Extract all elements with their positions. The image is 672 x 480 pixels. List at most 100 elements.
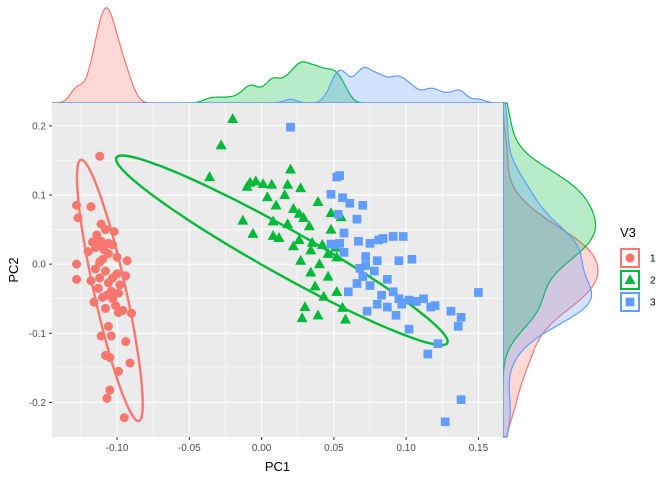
point-series-1 (72, 200, 82, 210)
point-series-1 (113, 307, 124, 318)
point-series-3 (388, 232, 398, 241)
point-series-1 (72, 259, 82, 269)
point-series-1 (73, 213, 83, 223)
point-series-2 (237, 214, 249, 225)
point-series-2 (293, 234, 305, 245)
point-series-1 (100, 266, 111, 276)
point-series-2 (299, 301, 311, 312)
point-series-2 (296, 312, 308, 323)
point-series-1 (126, 308, 137, 318)
point-series-3 (354, 236, 363, 246)
point-series-1 (90, 242, 100, 253)
point-series-3 (433, 339, 443, 348)
point-series-3 (335, 171, 344, 180)
x-tick-label: 0.10 (396, 443, 416, 454)
legend-label: 1 (650, 254, 656, 265)
point-series-1 (103, 249, 113, 259)
point-series-1 (98, 292, 108, 302)
point-series-3 (372, 299, 382, 309)
legend-label: 2 (650, 276, 656, 287)
point-series-3 (398, 232, 408, 241)
point-series-1 (93, 283, 103, 293)
point-series-2 (331, 285, 343, 296)
point-series-2 (295, 182, 307, 193)
legend-key-2 (624, 274, 636, 285)
point-series-2 (287, 202, 299, 213)
point-series-1 (103, 278, 113, 288)
point-series-3 (286, 122, 295, 132)
point-series-1 (113, 366, 124, 376)
point-series-2 (282, 218, 294, 229)
point-series-3 (377, 290, 386, 300)
point-series-2 (339, 313, 351, 324)
point-series-2 (250, 175, 262, 186)
point-series-1 (86, 276, 96, 286)
point-series-1 (95, 151, 105, 161)
point-series-1 (92, 230, 102, 240)
point-series-3 (326, 189, 336, 199)
point-series-1 (95, 273, 105, 283)
point-series-1 (102, 393, 112, 403)
point-series-2 (305, 244, 317, 255)
point-series-1 (112, 252, 122, 262)
x-tick-label: 0.00 (252, 443, 272, 454)
point-series-3 (361, 252, 371, 261)
point-series-2 (204, 171, 216, 182)
point-series-3 (365, 281, 375, 290)
point-series-2 (337, 301, 349, 312)
point-series-1 (122, 256, 132, 266)
point-series-1 (125, 358, 135, 368)
point-series-2 (312, 309, 324, 320)
point-series-3 (355, 263, 365, 273)
point-series-1 (100, 303, 111, 313)
point-series-2 (325, 223, 337, 234)
point-series-1 (89, 297, 99, 307)
x-tick-label: -0.05 (178, 443, 201, 454)
point-series-3 (419, 294, 428, 304)
legend-label: 3 (650, 298, 656, 309)
legend-title: V3 (620, 225, 636, 240)
legend-key-1 (625, 253, 635, 263)
point-series-1 (86, 202, 96, 212)
point-series-1 (105, 352, 115, 363)
point-series-3 (338, 193, 347, 203)
y-axis-title: PC2 (6, 257, 21, 282)
point-series-1 (83, 247, 93, 257)
x-tick-label: 0.15 (469, 443, 489, 454)
point-series-1 (95, 257, 105, 267)
point-series-2 (247, 227, 259, 238)
point-series-3 (345, 198, 355, 208)
point-series-1 (113, 288, 124, 298)
point-series-3 (404, 295, 414, 305)
right-density-series-1 (502, 102, 599, 438)
point-series-1 (90, 264, 100, 274)
point-series-2 (273, 231, 285, 242)
point-series-1 (105, 385, 115, 395)
right-density-series-3 (502, 102, 593, 438)
point-series-3 (333, 209, 343, 219)
point-series-3 (430, 301, 440, 310)
point-series-1 (72, 274, 82, 284)
point-series-3 (326, 239, 336, 249)
point-series-3 (339, 228, 349, 238)
point-series-3 (456, 395, 466, 404)
top-marginal-density (52, 7, 503, 104)
point-series-2 (215, 139, 227, 150)
point-series-2 (227, 113, 239, 124)
point-series-2 (313, 258, 325, 269)
point-series-1 (103, 321, 113, 331)
point-series-3 (456, 313, 466, 322)
point-series-2 (331, 251, 343, 262)
point-series-2 (287, 240, 299, 251)
point-series-2 (318, 290, 330, 301)
point-series-2 (305, 266, 317, 277)
point-series-3 (383, 302, 392, 312)
plot-panel (52, 103, 503, 437)
point-series-3 (372, 256, 382, 265)
point-series-3 (388, 287, 398, 297)
point-series-3 (378, 234, 388, 243)
point-series-1 (106, 331, 116, 341)
y-tick-label: -0.2 (29, 398, 47, 409)
y-tick-label: 0.1 (32, 190, 46, 201)
